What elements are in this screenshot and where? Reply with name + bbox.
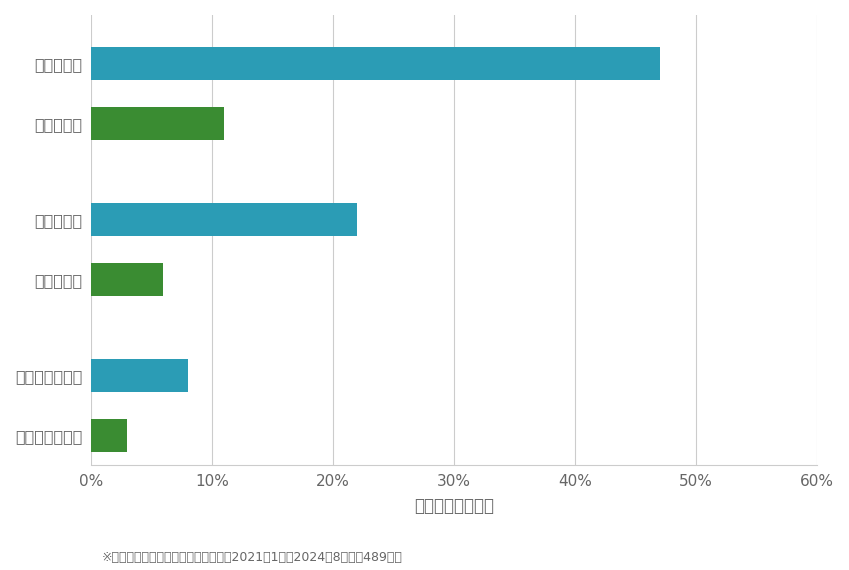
Text: ※弊社受付の案件を対象に集計（期間2021年1月～2024年8月、訜489件）: ※弊社受付の案件を対象に集計（期間2021年1月～2024年8月、訜489件） [102, 551, 402, 564]
Bar [91, 359, 188, 392]
Bar [91, 263, 163, 296]
Bar [91, 47, 660, 80]
Bar [91, 107, 224, 140]
Bar [91, 419, 127, 452]
Bar [91, 203, 357, 236]
X-axis label: 件数の割合（％）: 件数の割合（％） [413, 497, 494, 515]
